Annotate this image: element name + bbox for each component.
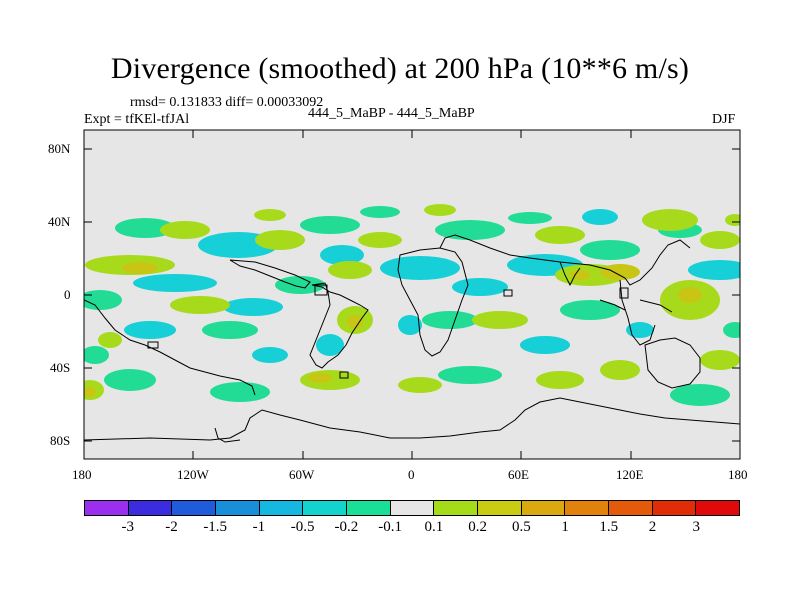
lon-tick-120w: 120W [177, 467, 209, 482]
colorbar-label: -2 [165, 519, 178, 535]
colorbar-box [390, 501, 435, 515]
map-background [84, 130, 740, 459]
lon-tick-60w: 60W [289, 467, 315, 482]
colorbar-label: -0.2 [334, 519, 359, 535]
colorbar-label: -0.1 [378, 519, 402, 535]
colorbar-box [696, 501, 740, 515]
colorbar-box [652, 501, 697, 515]
colorbar-label: -1.5 [203, 519, 228, 535]
map-title: Divergence (smoothed) at 200 hPa (10**6 … [110, 52, 690, 85]
lat-tick-40n: 40N [48, 214, 71, 229]
axis-ticks [83, 130, 741, 459]
colorbar-label: 2 [648, 519, 657, 535]
lon-tick-180w: 180 [72, 467, 92, 482]
colorbar-box [478, 501, 522, 515]
colorbar-box [347, 501, 391, 515]
lon-tick-120e: 120E [616, 467, 644, 482]
colorbar-box [565, 501, 610, 515]
case-label: 444_5_MaBP - 444_5_MaBP [308, 106, 475, 121]
colorbar-label: 3 [692, 519, 701, 535]
colorbar-box [434, 501, 479, 515]
colorbar-label: 0.1 [424, 519, 444, 535]
colorbar-label: -0.5 [290, 519, 315, 535]
colorbar [84, 500, 740, 516]
colorbar-label: -1 [252, 519, 266, 535]
colorbar-box [85, 501, 129, 515]
lon-tick-60e: 60E [508, 467, 529, 482]
colorbar-box [172, 501, 217, 515]
lat-tick-80s: 80S [50, 433, 71, 448]
lat-tick-0: 0 [64, 287, 71, 302]
lon-tick-0: 0 [408, 467, 415, 482]
lon-tick-180e: 180 [728, 467, 748, 482]
colorbar-box [609, 501, 653, 515]
colorbar-box [259, 501, 304, 515]
colorbar-box [216, 501, 260, 515]
season-label: DJF [712, 112, 736, 127]
divergence-field [84, 204, 740, 406]
colorbar-label: 0.5 [511, 519, 531, 535]
experiment-label: Expt = tfKEl-tfJAl [84, 112, 190, 127]
colorbar-box [521, 501, 566, 515]
stats-line: rmsd= 0.131833 diff= 0.00033092 [130, 95, 324, 110]
lat-tick-80n: 80N [48, 141, 71, 156]
colorbar-box [128, 501, 173, 515]
coastlines [84, 234, 740, 443]
colorbar-label: -3 [121, 519, 134, 535]
lat-tick-40s: 40S [50, 360, 71, 375]
colorbar-label: 1 [561, 519, 569, 535]
colorbar-label: 0.2 [468, 519, 487, 535]
colorbar-label: 1.5 [599, 519, 619, 535]
colorbar-box [303, 501, 348, 515]
